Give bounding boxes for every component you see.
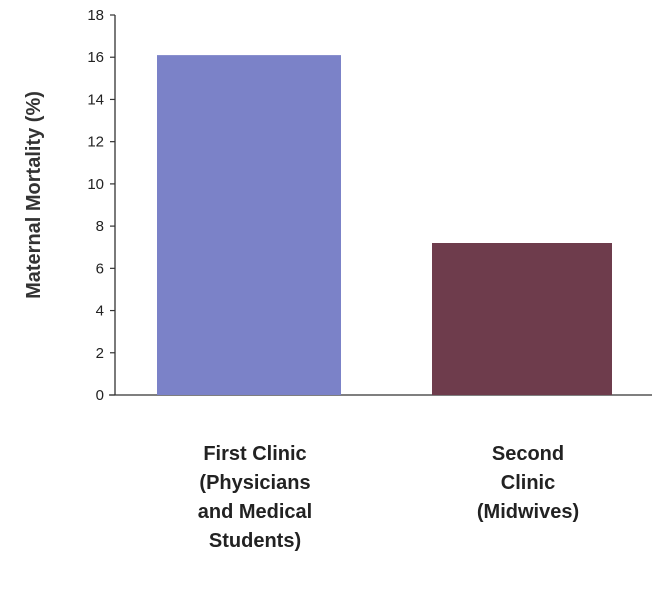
y-axis-title: Maternal Mortality (%) [23, 91, 45, 299]
y-tick-label: 10 [87, 176, 104, 193]
x-category-label: Second Clinic (Midwives) [477, 443, 579, 523]
x-category-label-line: Second [492, 443, 564, 465]
y-tick-label: 14 [87, 91, 104, 108]
x-category-label-line: Clinic [501, 472, 555, 494]
bar [432, 243, 612, 395]
y-axis-ticks: 0 2 4 6 8 10 12 14 16 18 [87, 7, 115, 404]
x-category-label-line: Students) [209, 530, 301, 552]
y-tick-label: 16 [87, 49, 104, 66]
y-tick-label: 18 [87, 7, 104, 24]
x-category-label-line: (Physicians [199, 472, 310, 494]
bars [157, 55, 612, 395]
y-tick-label: 12 [87, 134, 104, 151]
x-category-label-line: First Clinic [203, 443, 306, 465]
y-tick-label: 6 [96, 260, 104, 277]
x-category-label-line: (Midwives) [477, 501, 579, 523]
x-axis-category-labels: First Clinic (Physicians and Medical Studen… [198, 443, 579, 552]
y-tick-label: 0 [96, 387, 104, 404]
y-tick-label: 4 [96, 303, 104, 320]
y-tick-label: 2 [96, 345, 104, 362]
x-category-label-line: and Medical [198, 501, 312, 523]
y-tick-label: 8 [96, 218, 104, 235]
x-category-label: First Clinic (Physicians and Medical Studen… [198, 443, 312, 552]
bar [157, 55, 341, 395]
